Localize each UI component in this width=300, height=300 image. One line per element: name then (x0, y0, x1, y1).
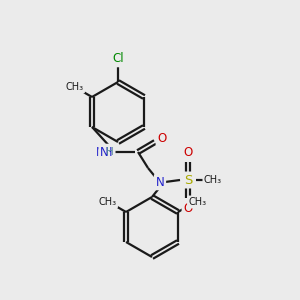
Text: O: O (183, 146, 193, 158)
Text: Cl: Cl (112, 52, 124, 65)
Text: H: H (106, 147, 114, 157)
Text: N: N (156, 176, 164, 188)
Text: CH₃: CH₃ (188, 197, 207, 207)
Text: N: N (100, 146, 108, 158)
Text: NH: NH (96, 146, 114, 158)
Text: O: O (158, 131, 166, 145)
Text: S: S (184, 173, 192, 187)
Text: CH₃: CH₃ (204, 175, 222, 185)
Text: CH₃: CH₃ (98, 197, 116, 207)
Text: O: O (183, 202, 193, 214)
Text: CH₃: CH₃ (65, 82, 83, 92)
